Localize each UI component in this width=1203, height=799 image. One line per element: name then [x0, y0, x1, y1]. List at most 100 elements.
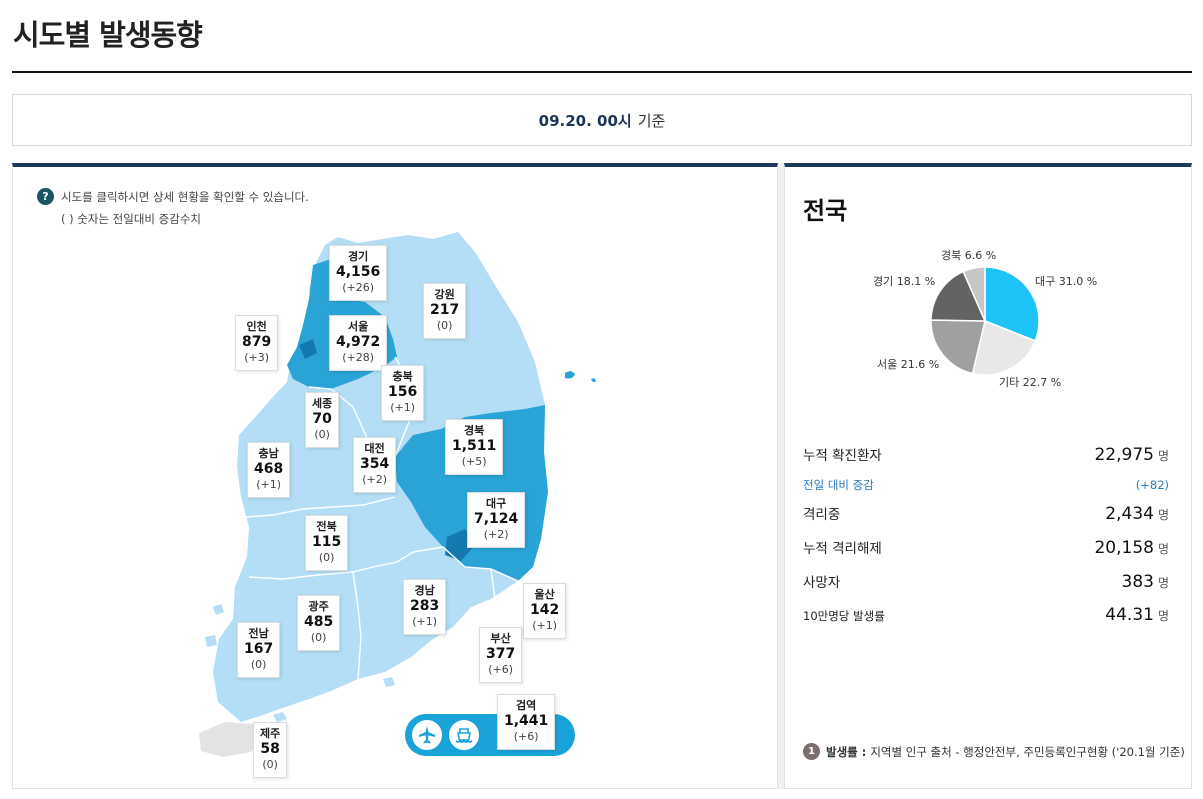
region-diff: (+1) [532, 619, 558, 633]
region-label-gyeongnam[interactable]: 경남 283 (+1) [403, 579, 447, 635]
stat-unit: 명 [1157, 609, 1169, 623]
region-count: 156 [388, 383, 418, 400]
stat-incidence-rate: 10만명당 발생률 44.31 명 [803, 605, 1169, 625]
stat-deaths: 사망자 383 명 [803, 571, 1169, 592]
stat-label: 격리중 [803, 507, 841, 523]
date-box: 09.20. 00시 기준 [12, 94, 1192, 146]
map-island-w3 [218, 667, 225, 674]
map-incheon[interactable] [299, 339, 317, 359]
region-name: 세종 [312, 397, 333, 410]
region-count: 468 [254, 460, 284, 477]
stat-value: 2,434 [1105, 504, 1154, 524]
pie-slice-etc [971, 319, 1037, 376]
stat-value: 44.31 [1105, 605, 1154, 625]
region-name: 충북 [392, 370, 413, 383]
region-diff: (+1) [256, 478, 282, 492]
stat-label: 10만명당 발생률 [803, 609, 885, 623]
region-label-busan[interactable]: 부산 377 (+6) [479, 627, 523, 683]
region-name: 경북 [464, 424, 485, 437]
region-label-gyeongbuk[interactable]: 경북 1,511 (+5) [445, 419, 504, 475]
region-count: 7,124 [474, 510, 519, 527]
region-count: 58 [260, 740, 280, 757]
national-title: 전국 [803, 197, 848, 225]
region-label-seoul[interactable]: 서울 4,972 (+28) [329, 315, 388, 371]
region-name: 대구 [486, 497, 507, 510]
help-row: ? 시도를 클릭하시면 상세 현황을 확인할 수 있습니다. [37, 188, 309, 205]
help-text: 시도를 클릭하시면 상세 현황을 확인할 수 있습니다. [61, 189, 309, 204]
pie-slice-daegu [984, 266, 1040, 342]
region-name: 전북 [316, 520, 337, 533]
pie-slice-gyeongbuk [962, 266, 986, 322]
stat-unit: 명 [1157, 449, 1169, 463]
stat-value: 22,975 [1094, 445, 1154, 465]
region-diff: (+28) [342, 351, 375, 365]
region-diff: (0) [250, 658, 267, 672]
region-diff: (+5) [461, 455, 487, 469]
pie-slice-seoul [930, 319, 986, 375]
map-dokdo [591, 378, 596, 383]
map-island-s1 [273, 712, 287, 722]
pie-label-gyeongbuk: 경북 6.6 % [941, 249, 997, 262]
region-label-jeonnam[interactable]: 전남 167 (0) [237, 622, 281, 678]
pie-label-etc: 기타 22.7 % [999, 376, 1062, 389]
region-label-gangwon[interactable]: 강원 217 (0) [423, 283, 467, 339]
region-count: 1,441 [504, 712, 549, 729]
region-label-quarantine[interactable]: 검역 1,441 (+6) [497, 694, 556, 750]
region-diff: (0) [318, 551, 335, 565]
region-diff: (0) [262, 758, 278, 772]
title-rule [12, 71, 1192, 73]
region-label-chungnam[interactable]: 충남 468 (+1) [247, 442, 291, 498]
question-icon: ? [37, 188, 54, 205]
region-diff: (+2) [483, 528, 509, 542]
region-name: 서울 [348, 320, 369, 333]
map-ulleungdo [565, 371, 575, 379]
region-name: 검역 [516, 699, 537, 712]
region-count: 4,156 [336, 263, 381, 280]
region-name: 부산 [490, 632, 511, 645]
region-count: 115 [312, 533, 342, 550]
region-count: 283 [410, 597, 440, 614]
map-jeju[interactable] [199, 722, 263, 757]
page-title: 시도별 발생동향 [13, 18, 203, 52]
region-label-sejong[interactable]: 세종 70 (0) [305, 392, 340, 448]
region-label-daegu[interactable]: 대구 7,124 (+2) [467, 492, 526, 548]
map-island-w1 [213, 604, 224, 615]
region-count: 142 [530, 601, 560, 618]
stat-label: 전일 대비 증감 [803, 478, 874, 492]
footnote-title: 발생률 : [826, 744, 867, 759]
region-name: 경남 [414, 584, 435, 597]
region-name: 전남 [248, 627, 269, 640]
region-label-jeonbuk[interactable]: 전북 115 (0) [305, 515, 349, 571]
region-label-incheon[interactable]: 인천 879 (+3) [235, 315, 279, 371]
map-island-s2 [383, 677, 395, 687]
stat-unit: 명 [1157, 576, 1169, 590]
airplane-icon[interactable] [410, 718, 444, 752]
region-label-gyeonggi[interactable]: 경기 4,156 (+26) [329, 245, 388, 301]
region-diff: (+3) [244, 351, 270, 365]
region-diff: (+1) [390, 401, 416, 415]
region-count: 485 [304, 613, 334, 630]
region-label-daejeon[interactable]: 대전 354 (+2) [353, 437, 397, 493]
stat-panel: 전국 경북 6.6 % 대구 31.0 % 경기 18.1 % 서울 21.6 … [784, 163, 1192, 789]
region-name: 대전 [364, 442, 385, 455]
footnote: 1 발생률 : 지역별 인구 출처 - 행정안전부, 주민등록인구현황 ('20… [803, 743, 1185, 760]
region-diff: (+1) [412, 615, 438, 629]
pie-label-daegu: 대구 31.0 % [1035, 275, 1098, 288]
region-label-ulsan[interactable]: 울산 142 (+1) [523, 583, 567, 639]
pie-slice-gyeonggi [930, 270, 987, 322]
region-name: 경기 [348, 250, 369, 263]
stat-released: 누적 격리해제 20,158 명 [803, 537, 1169, 558]
region-label-chungbuk[interactable]: 충북 156 (+1) [381, 365, 425, 421]
footnote-text: 지역별 인구 출처 - 행정안전부, 주민등록인구현황 ('20.1월 기준) [870, 744, 1185, 759]
stat-isolated: 격리중 2,434 명 [803, 503, 1169, 524]
stat-total-cases: 누적 확진환자 22,975 명 [803, 444, 1169, 465]
region-name: 광주 [308, 600, 329, 613]
region-label-jeju[interactable]: 제주 58 (0) [253, 722, 288, 778]
pie-label-seoul: 서울 21.6 % [877, 358, 940, 371]
region-label-gwangju[interactable]: 광주 485 (0) [297, 595, 341, 651]
region-count: 167 [244, 640, 274, 657]
region-diff: (+6) [513, 730, 539, 744]
region-name: 인천 [246, 320, 267, 333]
map-panel: ? 시도를 클릭하시면 상세 현황을 확인할 수 있습니다. ( ) 숫자는 전… [12, 163, 778, 789]
ship-icon[interactable] [447, 718, 481, 752]
